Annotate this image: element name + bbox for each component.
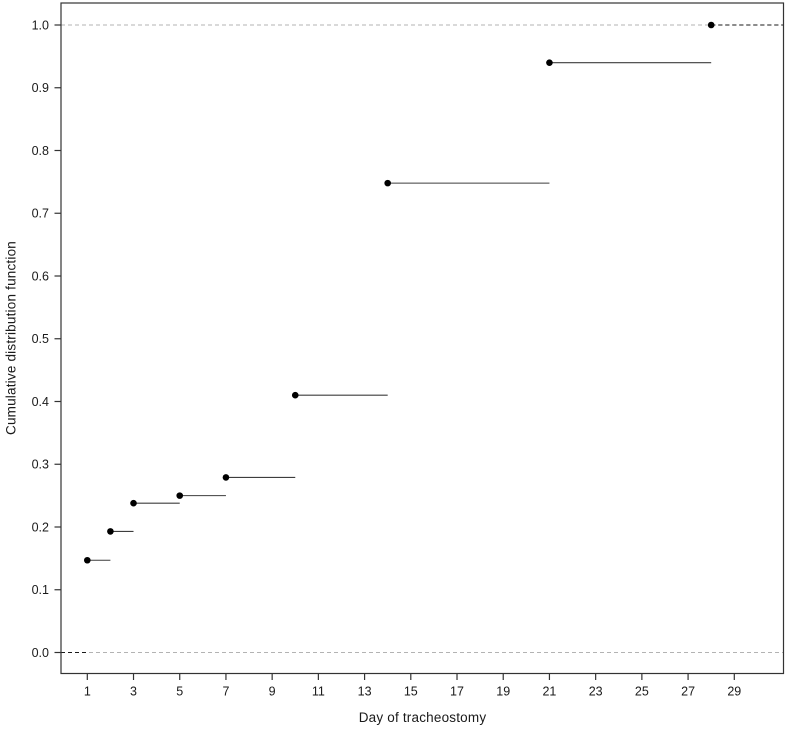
- y-tick-label: 0.0: [32, 646, 49, 660]
- x-tick-label: 27: [681, 685, 695, 699]
- y-tick-label: 0.7: [32, 207, 49, 221]
- y-tick-label: 0.2: [32, 520, 49, 534]
- data-point: [291, 391, 299, 399]
- data-point: [546, 59, 553, 66]
- x-tick-label: 23: [589, 685, 603, 699]
- y-tick-label: 0.4: [32, 395, 49, 409]
- y-axis-title: Cumulative distribution function: [3, 241, 19, 435]
- x-tick-label: 29: [727, 685, 741, 699]
- x-axis-title: Day of tracheostomy: [358, 710, 487, 725]
- x-tick-label: 21: [542, 685, 556, 699]
- x-tick-label: 9: [269, 685, 276, 699]
- y-tick-label: 0.6: [32, 269, 49, 283]
- plot-border: [60, 2, 785, 675]
- x-tick-label: 17: [450, 685, 464, 699]
- y-tick-label: 0.5: [32, 332, 49, 346]
- x-tick-label: 15: [404, 685, 418, 699]
- data-point: [707, 21, 715, 29]
- x-tick-label: 11: [312, 685, 325, 699]
- y-tick-label: 0.1: [32, 583, 49, 597]
- data-point: [84, 556, 91, 564]
- x-tick-label: 25: [635, 685, 649, 699]
- y-tick-label: 0.3: [32, 458, 49, 472]
- data-point: [130, 499, 137, 507]
- y-tick-label: 0.9: [32, 81, 49, 95]
- x-tick-label: 5: [176, 685, 183, 699]
- x-tick-label: 13: [358, 685, 372, 699]
- x-tick-label: 19: [496, 685, 510, 699]
- x-tick-label: 1: [84, 685, 91, 699]
- y-tick-label: 1.0: [32, 18, 49, 32]
- data-point: [222, 474, 230, 481]
- data-point: [176, 492, 184, 499]
- y-tick-label: 0.8: [32, 144, 49, 158]
- data-point: [107, 528, 114, 535]
- data-point: [384, 179, 391, 187]
- x-tick-label: 7: [222, 685, 229, 699]
- x-tick-label: 3: [130, 685, 137, 699]
